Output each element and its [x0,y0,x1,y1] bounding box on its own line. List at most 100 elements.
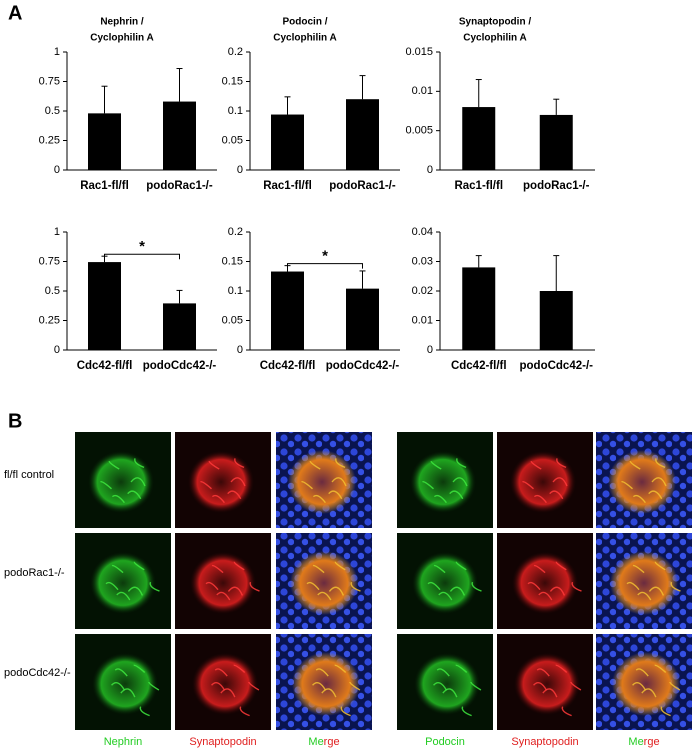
micrograph [276,634,372,730]
capillary-loop [211,494,225,504]
capillary-loop [651,477,667,487]
chart-title: Synaptopodin / [459,17,531,28]
capillary-loop [208,460,220,470]
capillary-loop [114,668,128,677]
y-tick-label: 0.5 [45,105,60,117]
capillary-loop [133,561,145,571]
micrograph [175,432,271,528]
capillary-loop [648,490,663,500]
x-tick-label: podoRac1-/- [523,180,590,192]
glomerulus [189,551,257,615]
glomerulus [513,652,581,716]
capillary-loop [442,688,458,698]
capillary-loop [522,481,534,490]
capillary-loop [556,458,567,469]
x-tick-label: Rac1-fl/fl [454,180,503,192]
bar [163,303,196,350]
chart-title: Cyclophilin A [463,33,527,44]
micrograph [397,533,493,629]
y-tick-label: 0.1 [228,285,243,297]
glomerulus [610,551,678,615]
x-tick-label: podoRac1-/- [146,180,213,192]
bar [271,271,304,350]
x-tick-label: Cdc42-fl/fl [451,360,507,372]
capillary-loop [148,681,160,691]
capillary-loop [455,561,467,571]
capillary-loop [139,706,150,717]
y-tick-label: 0.04 [412,226,433,238]
capillary-loop [301,481,313,490]
capillary-loop [334,664,347,673]
bar [163,101,196,170]
capillary-loop [315,668,329,677]
micrograph [75,634,171,730]
y-tick-label: 0.15 [222,255,243,267]
capillary-loop [533,494,547,504]
x-tick-label: podoCdc42-/- [143,360,217,372]
capillary-loop [134,458,145,469]
glomerulus [89,551,157,615]
panel-label: B [8,410,22,432]
significance-bracket [104,253,180,260]
capillary-loop [312,494,326,504]
capillary-loop [430,460,442,470]
micrograph [596,533,692,629]
y-tick-label: 0.03 [412,255,433,267]
capillary-loop [306,581,320,591]
capillary-loop [654,664,667,673]
row-label: fl/fl control [4,469,54,481]
capillary-loop [632,564,645,574]
y-tick-label: 0.5 [45,285,60,297]
bar [462,107,496,170]
capillary-loop [449,586,466,596]
micrograph [276,533,372,629]
y-tick-label: 0.25 [39,134,60,146]
channel-label: Merge [628,736,659,748]
capillary-loop [130,477,146,487]
y-tick-label: 0.75 [39,75,60,87]
y-tick-label: 0 [54,344,60,356]
capillary-loop [471,581,482,592]
glomerulus [411,551,479,615]
y-tick-label: 1 [54,46,60,58]
row-label: podoCdc42-/- [4,667,71,679]
y-tick-label: 1 [54,226,60,238]
capillary-loop [542,688,558,698]
capillary-loop [349,681,361,691]
y-tick-label: 0.02 [412,285,433,297]
capillary-loop [249,581,260,592]
capillary-loop [233,664,246,673]
capillary-loop [438,591,453,601]
x-tick-label: Cdc42-fl/fl [77,360,133,372]
bar [462,267,496,350]
micrograph [596,634,692,730]
y-tick-label: 0.2 [228,226,243,238]
capillary-loop [533,681,548,691]
capillary-loop [328,586,345,596]
capillary-loop [239,706,250,717]
capillary-loop [670,581,681,592]
capillary-loop [538,591,553,601]
y-tick-label: 0 [54,164,60,176]
capillary-loop [452,477,468,487]
glomerulus [292,652,360,716]
y-tick-label: 0 [237,344,243,356]
capillary-loop [533,564,546,574]
capillary-loop [629,460,641,470]
y-tick-label: 0.015 [405,46,433,58]
significance-bracket [287,263,363,269]
capillary-loop [317,591,332,601]
glomerulus [509,450,577,514]
capillary-loop [621,481,633,490]
glomerulus [511,551,579,615]
micrograph [497,432,593,528]
capillary-loop [127,586,144,596]
capillary-loop [626,581,640,591]
capillary-loop [100,481,112,490]
capillary-loop [127,490,142,500]
glomerulus [608,450,676,514]
bar [346,288,379,350]
capillary-loop [233,561,245,571]
glomerulus [413,652,481,716]
y-tick-label: 0.05 [222,314,243,326]
